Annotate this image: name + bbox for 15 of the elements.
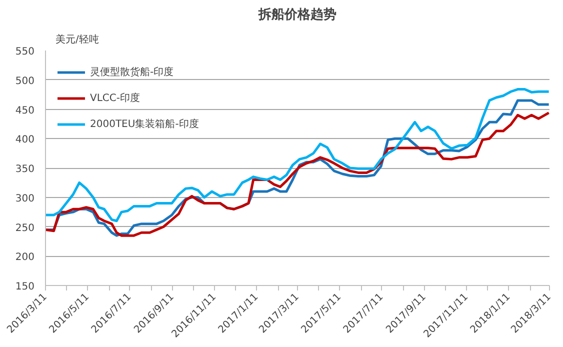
legend-label: 2000TEU集装箱船-印度 <box>90 118 199 131</box>
y-tick-label: 500 <box>15 76 35 87</box>
legend-label: 灵便型散货船-印度 <box>90 66 174 79</box>
y-tick-label: 200 <box>15 252 35 264</box>
y-tick-label: 450 <box>15 105 35 116</box>
y-tick-label: 250 <box>15 222 35 234</box>
y-axis-title: 美元/轻吨 <box>56 34 99 46</box>
y-tick-label: 150 <box>15 282 35 292</box>
y-tick-label: 550 <box>15 46 35 58</box>
chart-title: 拆船价格趋势 <box>258 6 336 22</box>
y-tick-label: 400 <box>15 134 35 146</box>
y-tick-label: 300 <box>15 193 35 204</box>
legend-label: VLCC-印度 <box>90 92 140 105</box>
y-tick-label: 350 <box>15 164 35 175</box>
line-series <box>46 88 550 222</box>
